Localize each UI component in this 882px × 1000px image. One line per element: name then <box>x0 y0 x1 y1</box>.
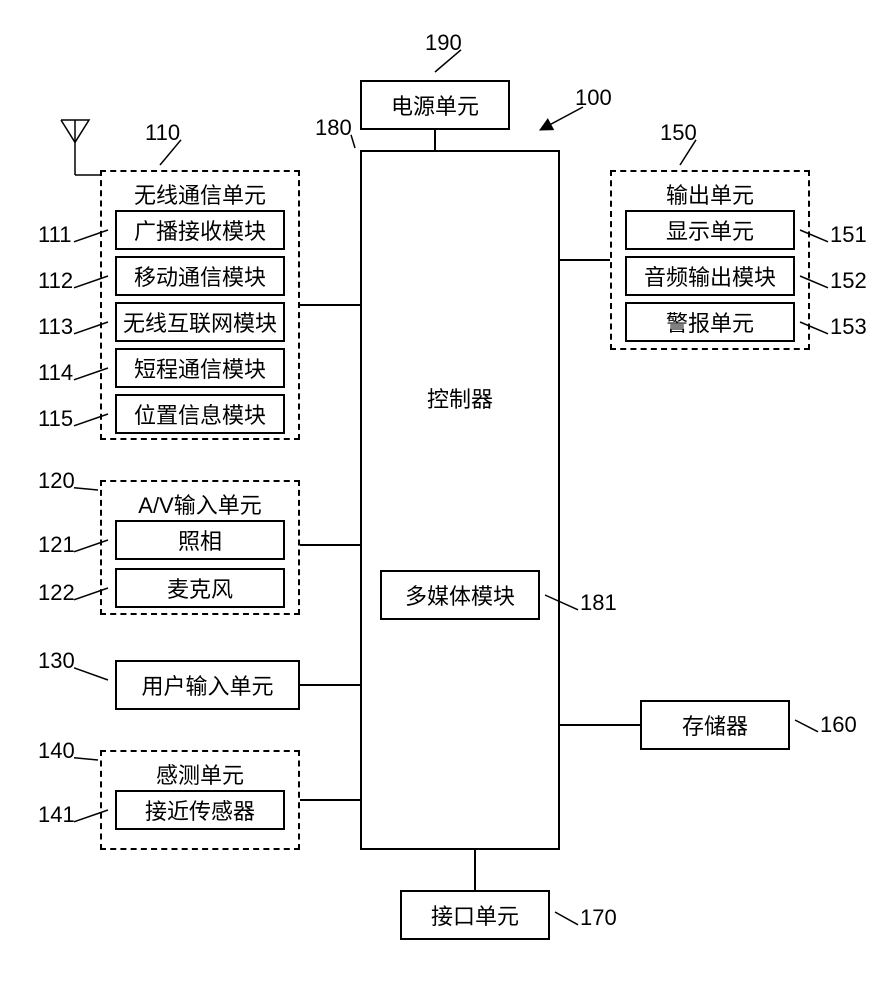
node-title-shortrange: 短程通信模块 <box>134 352 266 384</box>
ref-label-camera: 121 <box>38 532 75 558</box>
lead-userinput <box>74 668 108 680</box>
ref-label-output: 150 <box>660 120 697 146</box>
node-power: 电源单元 <box>360 80 510 130</box>
ref-label-interface: 170 <box>580 905 617 931</box>
node-title-broadcast: 广播接收模块 <box>134 214 266 246</box>
lead-memory <box>795 720 818 732</box>
ref-label-proximity: 141 <box>38 802 75 828</box>
node-mic: 麦克风 <box>115 568 285 608</box>
ref-label-multimedia: 181 <box>580 590 617 616</box>
node-title-audio: 音频输出模块 <box>644 260 776 292</box>
lead-avinput <box>74 488 98 490</box>
node-title-wlan: 无线互联网模块 <box>123 306 277 338</box>
lead-sensing <box>74 758 98 760</box>
node-title-avinput: A/V输入单元 <box>102 488 298 520</box>
ref-label-main: 100 <box>575 85 612 111</box>
node-wlan: 无线互联网模块 <box>115 302 285 342</box>
ref-label-avinput: 120 <box>38 468 75 494</box>
node-title-power: 电源单元 <box>391 89 479 121</box>
ref-label-userinput: 130 <box>38 648 75 674</box>
ref-label-power: 190 <box>425 30 462 56</box>
node-title-mobile: 移动通信模块 <box>134 260 266 292</box>
node-title-controller: 控制器 <box>362 382 558 414</box>
node-proximity: 接近传感器 <box>115 790 285 830</box>
node-memory: 存储器 <box>640 700 790 750</box>
node-display: 显示单元 <box>625 210 795 250</box>
node-title-mic: 麦克风 <box>167 572 233 604</box>
node-title-multimedia: 多媒体模块 <box>405 579 515 611</box>
node-title-interface: 接口单元 <box>431 899 519 931</box>
ref-label-shortrange: 114 <box>38 360 73 386</box>
ref-label-sensing: 140 <box>38 738 75 764</box>
node-title-sensing: 感测单元 <box>102 758 298 790</box>
ref-label-broadcast: 111 <box>38 222 71 248</box>
diagram-stage: 电源单元控制器多媒体模块 无线通信单元广播接收模块移动通信模块无线互联网模块短程通… <box>0 0 882 1000</box>
ref-label-audio: 152 <box>830 268 867 294</box>
lead-interface <box>555 912 578 925</box>
node-title-output: 输出单元 <box>612 178 808 210</box>
node-controller: 控制器 <box>360 150 560 850</box>
node-location: 位置信息模块 <box>115 394 285 434</box>
node-mobile: 移动通信模块 <box>115 256 285 296</box>
node-multimedia: 多媒体模块 <box>380 570 540 620</box>
ref-label-memory: 160 <box>820 712 857 738</box>
node-camera: 照相 <box>115 520 285 560</box>
node-title-userinput: 用户输入单元 <box>141 669 273 701</box>
ref-label-location: 115 <box>38 406 73 432</box>
node-broadcast: 广播接收模块 <box>115 210 285 250</box>
node-interface: 接口单元 <box>400 890 550 940</box>
ref-label-display: 151 <box>830 222 867 248</box>
ref-label-wireless: 110 <box>145 120 180 146</box>
ref-label-controller: 180 <box>315 115 352 141</box>
node-alarm: 警报单元 <box>625 302 795 342</box>
ref-label-wlan: 113 <box>38 314 73 340</box>
node-title-wireless: 无线通信单元 <box>102 178 298 210</box>
node-title-memory: 存储器 <box>682 709 748 741</box>
ref-label-alarm: 153 <box>830 314 867 340</box>
node-audio: 音频输出模块 <box>625 256 795 296</box>
node-title-location: 位置信息模块 <box>134 398 266 430</box>
node-title-proximity: 接近传感器 <box>145 794 255 826</box>
node-title-alarm: 警报单元 <box>666 306 754 338</box>
ref-label-mobile: 112 <box>38 268 73 294</box>
node-title-display: 显示单元 <box>666 214 754 246</box>
ref-label-mic: 122 <box>38 580 75 606</box>
node-shortrange: 短程通信模块 <box>115 348 285 388</box>
node-title-camera: 照相 <box>178 524 222 556</box>
node-userinput: 用户输入单元 <box>115 660 300 710</box>
arrowhead-main <box>540 119 553 130</box>
antenna-icon <box>61 120 89 142</box>
